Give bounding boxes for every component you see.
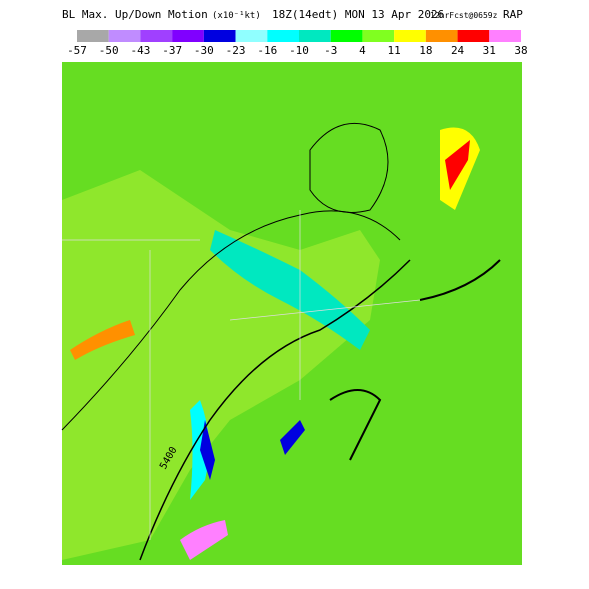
legend-swatch <box>172 30 204 42</box>
title: BL Max. Up/Down Motion <box>62 8 208 21</box>
legend-label: -50 <box>99 44 119 57</box>
legend-swatch <box>330 30 363 42</box>
shade-region <box>445 140 470 190</box>
legend-swatch <box>489 30 521 42</box>
units: (x10⁻¹kt) <box>212 11 261 21</box>
legend-swatch <box>362 30 395 42</box>
boundary <box>62 210 421 540</box>
legend-swatch <box>108 30 141 42</box>
legend-label: 4 <box>359 44 366 57</box>
legend-swatch <box>394 30 426 42</box>
shade-region <box>280 420 305 455</box>
legend-label: 18 <box>419 44 432 57</box>
legend-label: -16 <box>257 44 277 57</box>
legend-swatch <box>425 30 458 42</box>
legend-swatch <box>77 30 109 42</box>
model: RAP <box>503 8 523 21</box>
shade-region <box>70 320 135 360</box>
legend-label: 24 <box>451 44 465 57</box>
shade-region <box>210 230 370 350</box>
legend-label: -3 <box>324 44 337 57</box>
shade-region <box>180 520 228 560</box>
forecast: 12hrFcst@0659z <box>430 11 498 20</box>
legend-label: -37 <box>162 44 182 57</box>
legend-swatch <box>457 30 490 42</box>
contour <box>139 259 411 561</box>
legend-swatch <box>267 30 299 42</box>
legend-label: -57 <box>67 44 87 57</box>
legend-label: -43 <box>130 44 150 57</box>
legend-label: 31 <box>483 44 496 57</box>
contour <box>309 122 389 213</box>
shade-region <box>62 170 380 560</box>
shade-region <box>200 420 215 480</box>
color-legend: -57 -50 -43 -37 -30 -23 -16 -10 -3 4 11 18 24 31 38 <box>67 30 528 57</box>
legend-swatch <box>235 30 268 42</box>
legend-label: -30 <box>194 44 214 57</box>
legend-label: 38 <box>514 44 527 57</box>
map-area: 5400 <box>61 62 522 565</box>
legend-label: -23 <box>226 44 246 57</box>
legend-label: -10 <box>289 44 309 57</box>
ocean-region <box>300 300 522 565</box>
legend-swatch <box>140 30 173 42</box>
legend-swatch <box>203 30 236 42</box>
valid-time: 18Z(14edt) MON 13 Apr 2026 <box>272 8 444 21</box>
legend-label: 11 <box>388 44 401 57</box>
coastline <box>329 259 501 461</box>
legend-swatch <box>299 30 331 42</box>
